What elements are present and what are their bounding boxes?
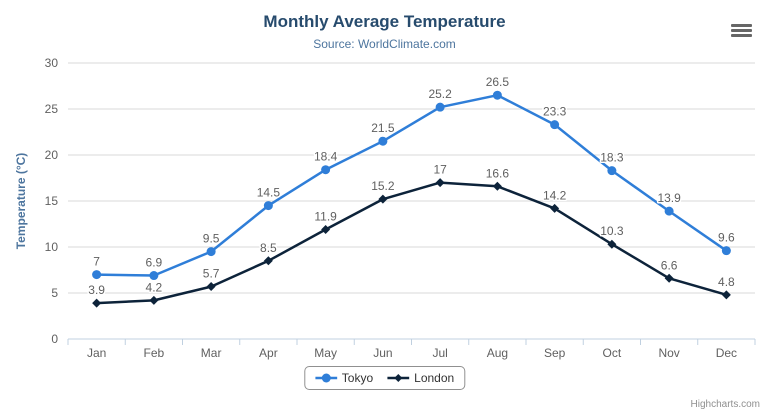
data-label-london-aug: 16.6 xyxy=(486,166,510,180)
data-label-london-nov: 6.6 xyxy=(661,258,678,272)
x-axis-label: Jul xyxy=(432,346,447,360)
point-london-sep[interactable] xyxy=(550,203,560,213)
point-tokyo-aug[interactable] xyxy=(492,90,502,100)
x-axis-label: Nov xyxy=(658,346,679,360)
chart-title: Monthly Average Temperature xyxy=(263,12,506,31)
data-label-tokyo-sep: 23.3 xyxy=(543,105,567,119)
data-label-london-feb: 4.2 xyxy=(146,280,163,294)
y-axis-labels: 0 5 10 15 20 25 30 xyxy=(45,56,59,346)
legend-item-london[interactable]: London xyxy=(387,371,454,385)
series-london-line xyxy=(95,181,728,305)
chart-subtitle: Source: WorldClimate.com xyxy=(313,37,456,51)
data-label-tokyo-jun: 21.5 xyxy=(371,121,395,135)
point-tokyo-apr[interactable] xyxy=(263,201,273,211)
point-tokyo-jul[interactable] xyxy=(435,102,445,112)
x-axis-label: Dec xyxy=(716,346,737,360)
x-axis-label: Feb xyxy=(144,346,165,360)
point-tokyo-feb[interactable] xyxy=(149,271,159,281)
point-tokyo-oct[interactable] xyxy=(607,166,617,176)
y-axis-label: 10 xyxy=(45,240,59,254)
point-tokyo-jun[interactable] xyxy=(378,136,388,146)
data-label-tokyo-nov: 13.9 xyxy=(657,191,681,205)
data-label-london-mar: 5.7 xyxy=(203,267,220,281)
series-london: 3.9 4.2 5.7 8.5 11.9 15.2 17 16.6 14.2 10.3 6.6 4.8 xyxy=(87,161,737,308)
y-axis-label: 15 xyxy=(45,194,59,208)
x-axis: Jan Feb Mar Apr May Jun Jul Aug Sep Oct Nov Dec xyxy=(67,338,756,360)
point-london-feb[interactable] xyxy=(149,295,159,305)
point-tokyo-sep[interactable] xyxy=(550,120,560,130)
y-axis-label: 25 xyxy=(45,102,59,116)
x-axis-label: Sep xyxy=(544,346,566,360)
point-london-jun[interactable] xyxy=(378,194,388,204)
point-london-aug[interactable] xyxy=(492,181,502,191)
point-tokyo-mar[interactable] xyxy=(206,247,216,257)
hamburger-icon xyxy=(731,29,752,32)
point-tokyo-dec[interactable] xyxy=(721,246,731,256)
x-axis-label: Apr xyxy=(259,346,278,360)
series-tokyo-line xyxy=(95,93,728,277)
data-label-london-may: 11.9 xyxy=(314,210,337,224)
legend: Tokyo London xyxy=(303,366,466,390)
y-axis-label: 30 xyxy=(45,56,59,70)
y-axis-label: 20 xyxy=(45,148,59,162)
y-axis-label: 0 xyxy=(51,332,58,346)
data-label-london-apr: 8.5 xyxy=(260,241,277,255)
data-label-london-sep: 14.2 xyxy=(543,188,567,202)
legend-label-tokyo: Tokyo xyxy=(341,371,374,385)
point-tokyo-may[interactable] xyxy=(321,165,331,175)
series-tokyo: 7 6.9 9.5 14.5 18.4 21.5 25.2 26.5 23.3 18.3 13.9 9… xyxy=(92,74,737,281)
data-label-tokyo-jan: 7 xyxy=(93,255,100,269)
point-london-dec[interactable] xyxy=(721,290,731,300)
point-london-oct[interactable] xyxy=(607,239,617,249)
data-label-tokyo-mar: 9.5 xyxy=(203,232,220,246)
hamburger-icon xyxy=(731,34,752,37)
x-axis-label: May xyxy=(314,346,337,360)
legend-marker-london-icon xyxy=(387,374,410,382)
hamburger-icon xyxy=(731,24,752,27)
data-label-london-jun: 15.2 xyxy=(371,179,395,193)
point-london-jul[interactable] xyxy=(435,178,445,188)
data-label-tokyo-dec: 9.6 xyxy=(718,231,735,245)
data-label-tokyo-feb: 6.9 xyxy=(146,256,163,270)
point-tokyo-jan[interactable] xyxy=(92,270,102,280)
point-london-may[interactable] xyxy=(321,225,331,235)
x-axis-label: Jun xyxy=(373,346,392,360)
point-london-jan[interactable] xyxy=(92,298,102,308)
data-label-tokyo-aug: 26.5 xyxy=(486,75,510,89)
x-axis-label: Aug xyxy=(487,346,508,360)
point-london-mar[interactable] xyxy=(206,282,216,292)
data-label-london-jan: 3.9 xyxy=(88,283,105,297)
legend-item-tokyo[interactable]: Tokyo xyxy=(314,371,374,385)
y-axis-title: Temperature (°C) xyxy=(14,153,28,250)
data-label-tokyo-apr: 14.5 xyxy=(257,186,281,200)
x-axis-label: Mar xyxy=(201,346,222,360)
data-label-tokyo-oct: 18.3 xyxy=(600,151,624,165)
point-london-apr[interactable] xyxy=(263,256,273,266)
point-london-nov[interactable] xyxy=(664,273,674,283)
legend-label-london: London xyxy=(414,371,455,385)
point-tokyo-nov[interactable] xyxy=(664,206,674,216)
data-label-london-jul: 17 xyxy=(433,163,447,177)
x-axis-label: Jan xyxy=(87,346,106,360)
x-axis-label: Oct xyxy=(603,346,622,360)
context-menu-button[interactable] xyxy=(729,21,754,40)
gridlines xyxy=(68,62,755,294)
y-axis-label: 5 xyxy=(51,286,58,300)
data-label-london-oct: 10.3 xyxy=(600,224,624,238)
data-label-tokyo-may: 18.4 xyxy=(314,150,338,164)
data-label-tokyo-jul: 25.2 xyxy=(428,87,452,101)
data-label-london-dec: 4.8 xyxy=(718,275,735,289)
legend-marker-tokyo-icon xyxy=(314,373,337,383)
credits-link[interactable]: Highcharts.com xyxy=(690,399,760,410)
